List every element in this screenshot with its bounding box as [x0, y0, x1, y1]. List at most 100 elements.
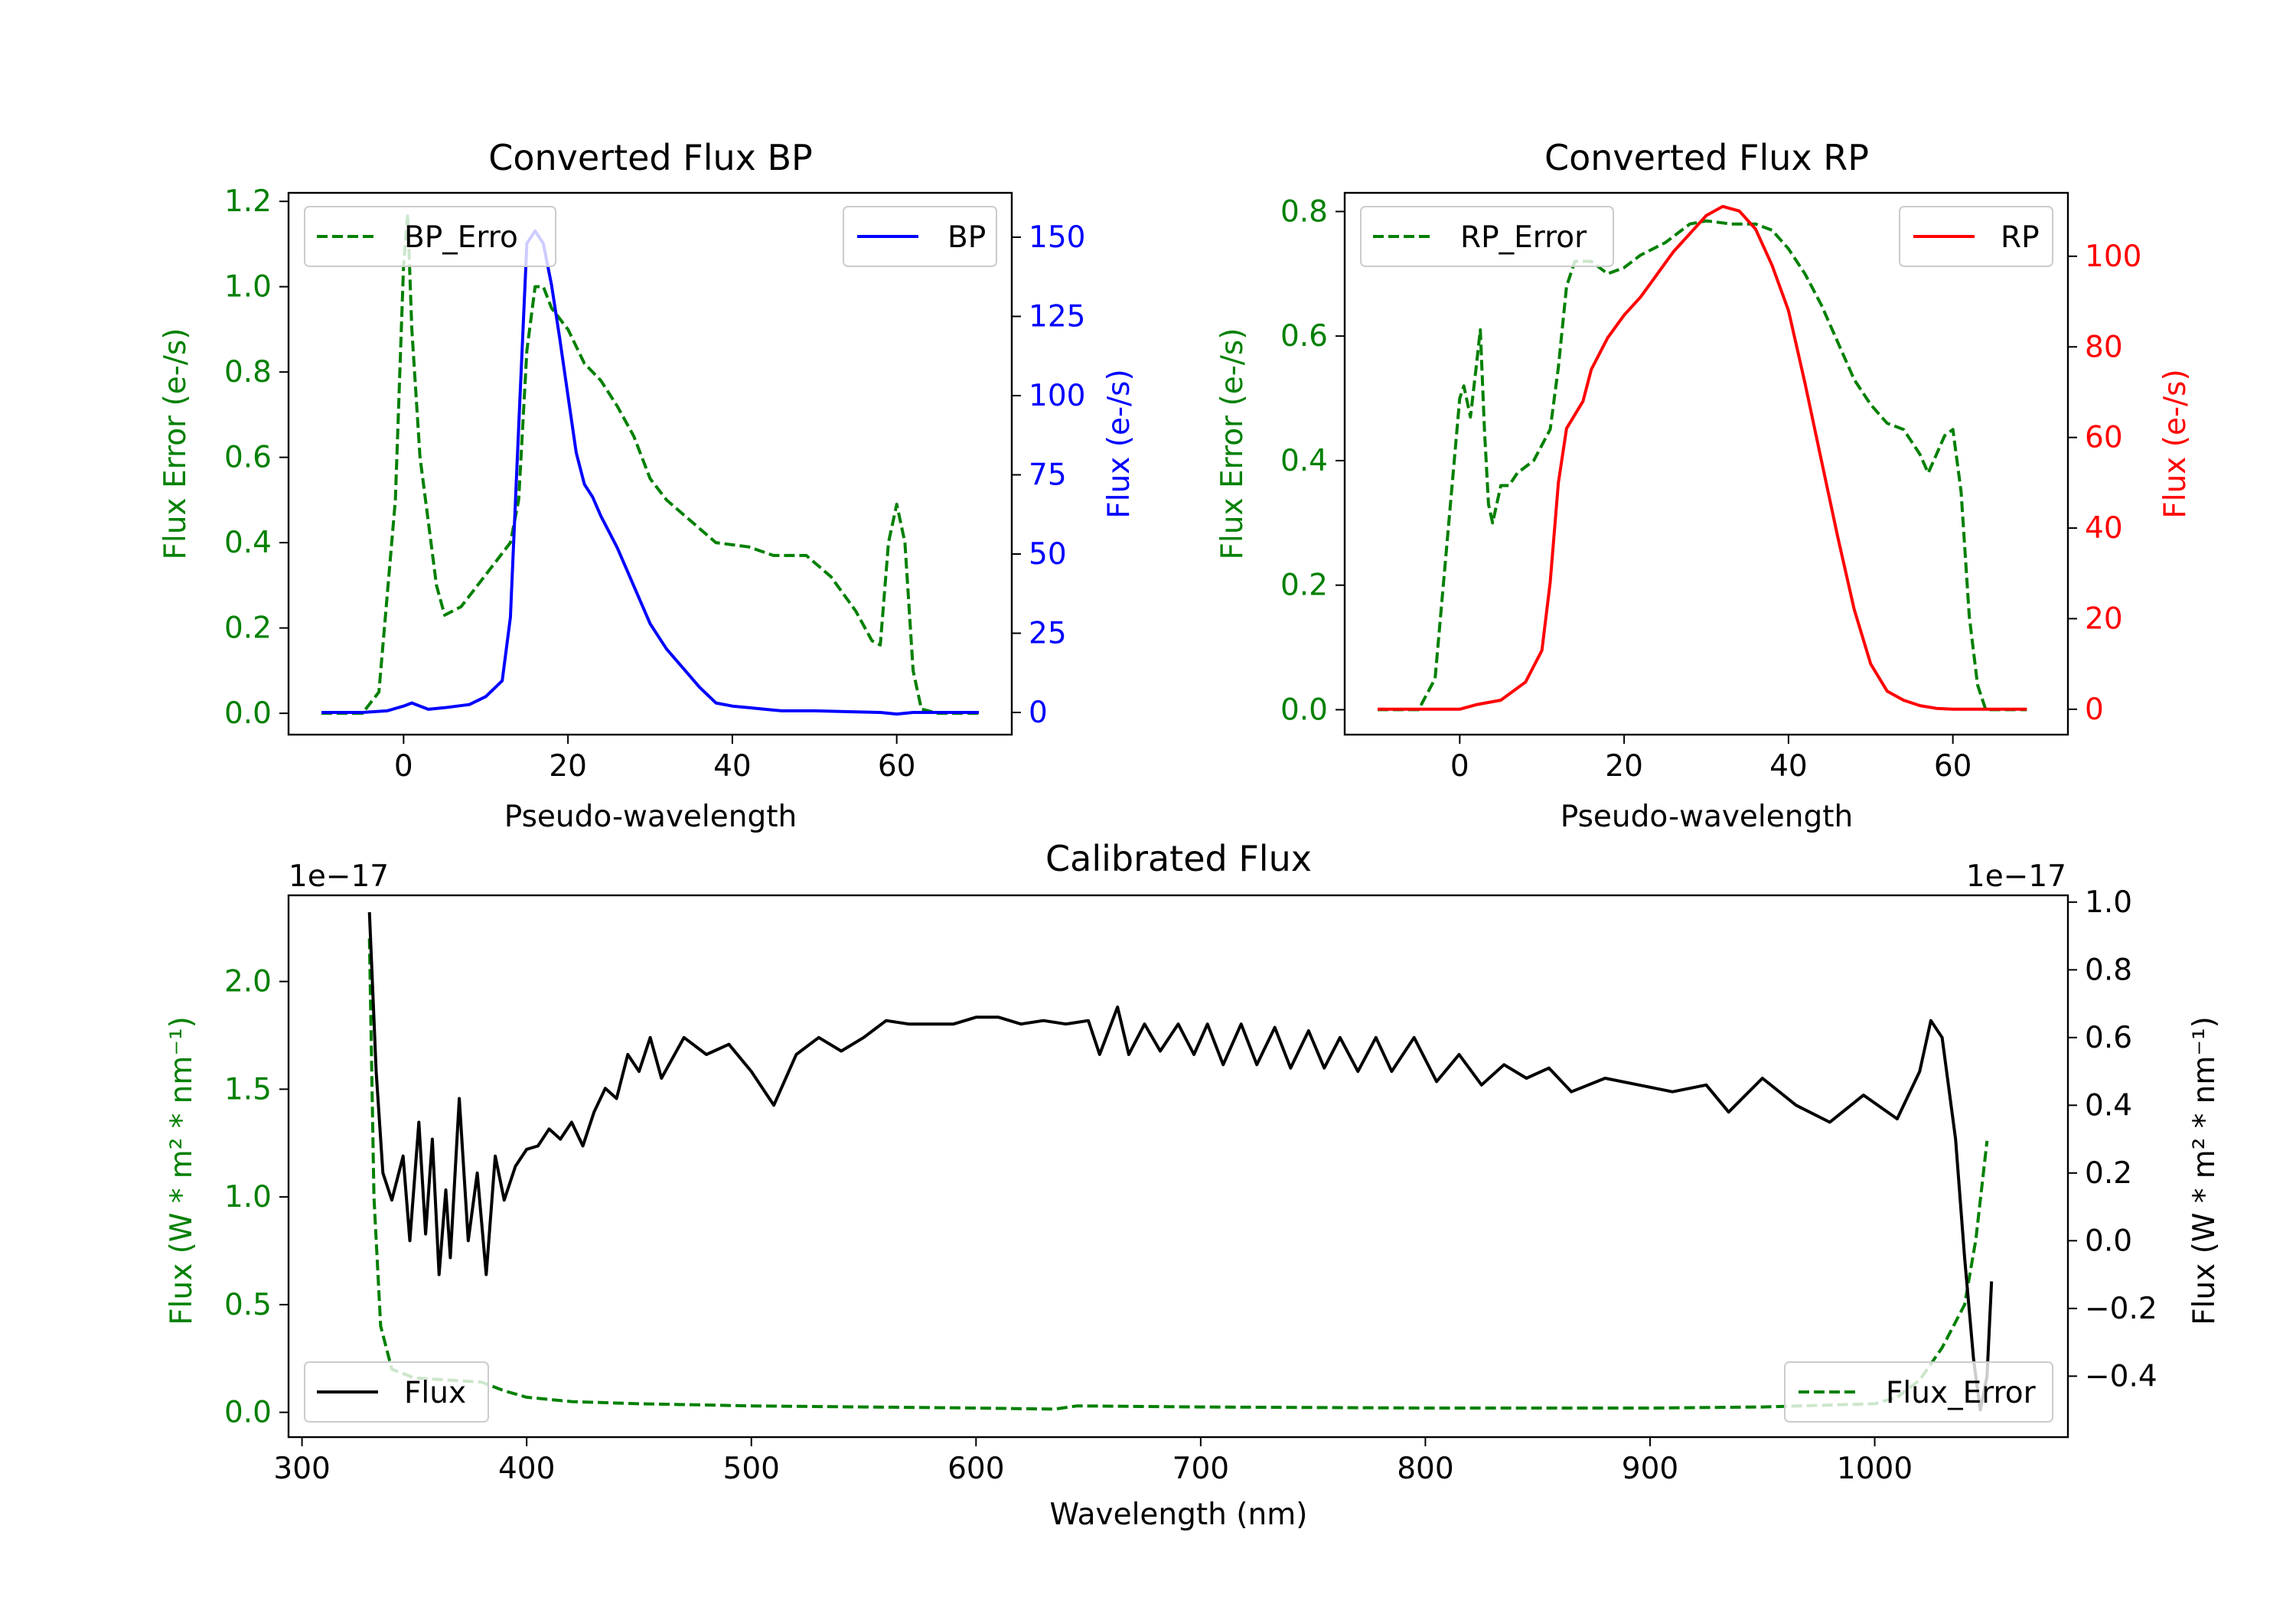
cal-axes-frame: [287, 894, 2069, 1439]
bp-series-group: [321, 212, 979, 716]
cal-xtick-label: 900: [1622, 1452, 1678, 1486]
rp-legend-flux: RP: [1899, 206, 2053, 267]
rp-ylabel-left: Flux Error (e-/s): [1215, 328, 1250, 560]
cal-title: Calibrated Flux: [1045, 838, 1312, 879]
bp-xtick-label: 40: [713, 749, 752, 784]
bp-xtick-label: 20: [549, 749, 587, 784]
cal-ylabel-right: Flux (W * m² * nm⁻¹): [2187, 1016, 2222, 1325]
bp-ylabel-right: Flux (e-/s): [1102, 369, 1137, 518]
bp-ytick-right-label: 125: [1029, 299, 1085, 334]
bp-ytick-right-label: 50: [1029, 537, 1067, 572]
cal-xtick-label: 300: [273, 1452, 330, 1486]
cal-xtick-label: 500: [723, 1452, 780, 1486]
bp-xtick-group: 0 20 40 60: [394, 735, 915, 784]
bp-ytick-left-label: 1.0: [224, 270, 272, 305]
cal-legend-error: Flux_Error: [1784, 1361, 2053, 1423]
cal-xtick-group: 300 400 500 600 700 800 900 1000: [273, 1437, 1913, 1486]
bp-legend-flux-label: BP: [947, 220, 986, 255]
cal-ytick-left-label: 1.5: [224, 1072, 272, 1107]
cal-xtick-label: 700: [1172, 1452, 1229, 1486]
rp-xtick-label: 60: [1934, 749, 1972, 784]
rp-legend-flux-label: RP: [2001, 220, 2040, 255]
cal-ytick-right-group: −0.4 −0.2 0.0 0.2 0.4 0.6 0.8 1.0: [2068, 885, 2157, 1393]
rp-legend-error-box: [1360, 206, 1614, 267]
bp-legend-flux-box: [843, 206, 997, 267]
cal-ytick-left-label: 0.0: [224, 1396, 272, 1430]
rp-ylabel-right: Flux (e-/s): [2158, 369, 2193, 518]
rp-xlabel: Pseudo-wavelength: [1561, 800, 1853, 834]
rp-xtick-label: 20: [1605, 749, 1643, 784]
chart-calibrated: Calibrated Flux Wavelength (nm) 1e−17 1e…: [165, 838, 2222, 1532]
rp-ytick-left-label: 0.8: [1280, 194, 1328, 229]
rp-ytick-left-label: 0.4: [1280, 444, 1328, 478]
rp-title: Converted Flux RP: [1544, 137, 1869, 178]
bp-ytick-right-label: 100: [1029, 379, 1085, 413]
rp-series-rp: [1378, 204, 2027, 711]
rp-ytick-left-label: 0.0: [1280, 693, 1328, 727]
bp-ytick-left-label: 0.4: [224, 526, 272, 560]
bp-ylabel-left: Flux Error (e-/s): [158, 328, 193, 560]
bp-ytick-left-label: 0.2: [224, 611, 272, 646]
bp-ytick-left-group: 0.0 0.2 0.4 0.6 0.8 1.0 1.2: [224, 184, 289, 731]
bp-ytick-left-label: 1.2: [224, 184, 272, 219]
bp-series-bp-error: [321, 212, 979, 715]
cal-xtick-label: 800: [1397, 1452, 1453, 1486]
bp-axes-frame: [287, 191, 1013, 736]
rp-ytick-left-group: 0.0 0.2 0.4 0.6 0.8: [1280, 194, 1345, 727]
rp-ytick-right-label: 60: [2085, 421, 2123, 455]
rp-xtick-group: 0 20 40 60: [1450, 735, 1972, 784]
rp-series-group: [1378, 204, 2027, 712]
cal-xtick-label: 400: [498, 1452, 555, 1486]
rp-ytick-right-label: 80: [2085, 330, 2123, 364]
cal-ytick-right-label: 0.8: [2085, 953, 2132, 987]
bp-ytick-right-label: 0: [1029, 696, 1048, 730]
bp-ytick-right-group: 0 25 50 75 100 125 150: [1012, 220, 1085, 730]
bp-series-bp: [321, 229, 979, 716]
rp-ytick-left-label: 0.2: [1280, 569, 1328, 603]
bp-ytick-left-label: 0.6: [224, 441, 272, 475]
cal-legend-error-box: [1784, 1361, 2053, 1423]
cal-ytick-right-label: 1.0: [2085, 885, 2132, 920]
rp-ytick-right-label: 40: [2085, 511, 2123, 546]
rp-legend-error-label: RP_Error: [1460, 220, 1587, 255]
bp-xlabel: Pseudo-wavelength: [504, 800, 797, 834]
cal-ytick-left-label: 0.5: [224, 1288, 272, 1322]
cal-ytick-right-label: 0.0: [2085, 1224, 2132, 1258]
rp-xtick-label: 40: [1769, 749, 1808, 784]
rp-legend-error: RP_Error: [1360, 206, 1614, 267]
cal-legend-flux-box: [304, 1361, 489, 1423]
rp-ytick-right-label: 0: [2085, 693, 2104, 727]
rp-ytick-left-label: 0.6: [1280, 319, 1328, 354]
bp-legend-flux: BP: [843, 206, 997, 267]
cal-xlabel: Wavelength (nm): [1050, 1498, 1308, 1532]
cal-legend-error-label: Flux_Error: [1886, 1376, 2037, 1410]
cal-legend-flux: Flux: [304, 1361, 489, 1423]
bp-legend-error-label: BP_Erro: [404, 220, 518, 255]
cal-ytick-right-label: −0.4: [2085, 1359, 2157, 1393]
rp-legend-flux-box: [1899, 206, 2053, 267]
cal-offset-left: 1e−17: [289, 859, 389, 894]
rp-ytick-right-label: 20: [2085, 601, 2123, 636]
cal-xtick-label: 1000: [1837, 1452, 1913, 1486]
cal-ytick-right-label: 0.6: [2085, 1021, 2132, 1055]
cal-offset-right: 1e−17: [1966, 859, 2066, 894]
cal-ytick-right-label: −0.2: [2085, 1292, 2157, 1326]
cal-xtick-label: 600: [947, 1452, 1004, 1486]
cal-ylabel-left: Flux (W * m² * nm⁻¹): [165, 1016, 199, 1325]
cal-legend-flux-label: Flux: [404, 1376, 466, 1410]
chart-rp: Converted Flux RP Pseudo-wavelength Flux…: [1215, 137, 2193, 834]
rp-series-rp-error: [1378, 219, 2027, 712]
bp-ytick-left-label: 0.0: [224, 696, 272, 731]
bp-ytick-right-label: 150: [1029, 220, 1085, 255]
cal-series-flux: [367, 912, 1994, 1412]
cal-ytick-left-label: 1.0: [224, 1180, 272, 1214]
cal-ytick-left-group: 0.0 0.5 1.0 1.5 2.0: [224, 965, 289, 1430]
cal-ytick-right-label: 0.2: [2085, 1156, 2132, 1191]
cal-ytick-left-label: 2.0: [224, 965, 272, 999]
rp-xtick-label: 0: [1450, 749, 1469, 784]
cal-series-flux-error: [367, 938, 1989, 1411]
chart-bp: Converted Flux BP Pseudo-wavelength Flux…: [158, 137, 1137, 834]
bp-ytick-right-label: 75: [1029, 458, 1067, 492]
bp-legend-error-box: [304, 206, 556, 267]
